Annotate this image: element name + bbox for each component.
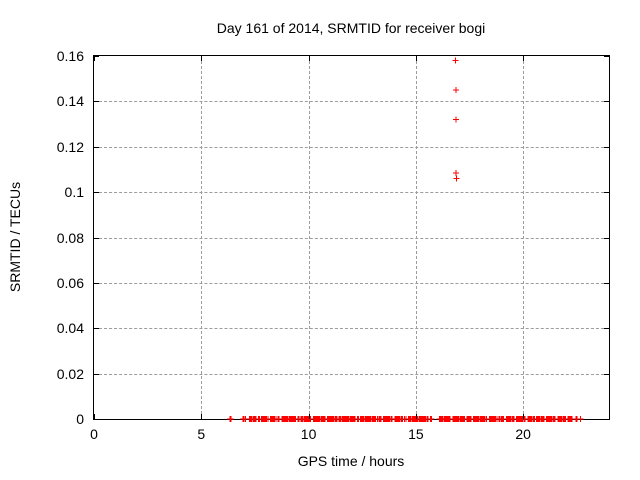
y-axis-tick xyxy=(94,101,99,103)
x-axis-tick xyxy=(308,414,310,419)
x-axis-label: GPS time / hours xyxy=(297,453,405,469)
y-tick-label: 0.08 xyxy=(56,229,84,246)
gridline-horizontal xyxy=(94,146,609,148)
y-axis-tick xyxy=(94,146,99,148)
y-tick-label: 0.04 xyxy=(56,320,84,337)
y-axis-tick xyxy=(604,146,609,148)
y-tick-label: 0.16 xyxy=(56,48,84,64)
y-axis-tick xyxy=(94,192,99,194)
y-axis-tick xyxy=(94,237,99,239)
x-axis-tick xyxy=(415,56,417,61)
gridline-horizontal xyxy=(94,192,609,194)
x-axis-tick xyxy=(415,414,417,419)
y-axis-tick xyxy=(604,237,609,239)
x-axis-tick xyxy=(94,414,95,419)
y-tick-label: 0.02 xyxy=(56,365,84,382)
y-axis-tick xyxy=(94,373,99,375)
x-tick-label: 20 xyxy=(515,426,531,442)
y-axis-tick xyxy=(94,282,99,284)
gridline-horizontal xyxy=(94,328,609,330)
y-tick-label: 0.12 xyxy=(56,138,84,155)
y-axis-tick xyxy=(604,192,609,194)
y-axis-tick xyxy=(604,101,609,103)
y-tick-label: 0.1 xyxy=(64,184,84,201)
x-tick-label: 5 xyxy=(197,426,206,442)
y-tick-label: 0 xyxy=(76,411,84,427)
y-axis-tick xyxy=(94,419,99,420)
data-point-markers xyxy=(226,57,584,422)
y-axis-tick xyxy=(604,56,609,57)
data-points-layer xyxy=(226,57,584,422)
y-tick-label: 0.06 xyxy=(56,274,84,291)
y-axis-tick xyxy=(94,56,99,57)
x-axis-tick xyxy=(308,56,310,61)
chart-title: Day 161 of 2014, SRMTID for receiver bog… xyxy=(216,20,486,36)
plot-area xyxy=(93,55,610,422)
y-axis-tick xyxy=(604,282,609,284)
gridline-horizontal xyxy=(94,373,609,375)
x-axis-tick xyxy=(523,56,525,61)
gridline-horizontal xyxy=(94,282,609,284)
x-tick-label: 10 xyxy=(300,426,317,442)
y-axis-tick xyxy=(94,328,99,330)
x-axis-tick xyxy=(523,414,525,419)
x-axis-tick xyxy=(201,414,203,419)
x-axis-tick xyxy=(94,56,95,61)
x-axis-tick xyxy=(201,56,203,61)
y-axis-tick xyxy=(604,373,609,375)
y-axis-tick xyxy=(604,419,609,420)
x-tick-label: 0 xyxy=(90,426,98,442)
gridline-horizontal xyxy=(94,101,609,103)
y-axis-tick xyxy=(604,328,609,330)
y-tick-label: 0.14 xyxy=(56,93,84,110)
x-tick-label: 15 xyxy=(408,426,424,442)
gridline-horizontal xyxy=(94,237,609,239)
